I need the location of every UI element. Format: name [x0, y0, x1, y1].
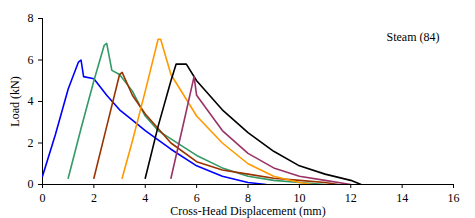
svg-text:Load (kN): Load (kN): [8, 76, 22, 126]
svg-text:2: 2: [91, 191, 97, 205]
svg-text:14: 14: [396, 191, 408, 205]
svg-text:6: 6: [28, 53, 34, 67]
svg-text:12: 12: [345, 191, 357, 205]
svg-text:10: 10: [293, 191, 306, 205]
svg-text:0: 0: [40, 191, 46, 205]
svg-text:16: 16: [448, 191, 460, 205]
svg-text:8: 8: [28, 11, 34, 25]
svg-text:4: 4: [142, 191, 148, 205]
svg-text:6: 6: [193, 191, 200, 205]
svg-text:Steam (84): Steam (84): [387, 30, 440, 44]
svg-text:0: 0: [28, 177, 34, 191]
svg-text:8: 8: [245, 191, 251, 205]
svg-text:4: 4: [28, 94, 34, 108]
svg-text:Cross-Head Displacement (mm): Cross-Head Displacement (mm): [170, 204, 325, 218]
svg-text:2: 2: [28, 136, 34, 150]
